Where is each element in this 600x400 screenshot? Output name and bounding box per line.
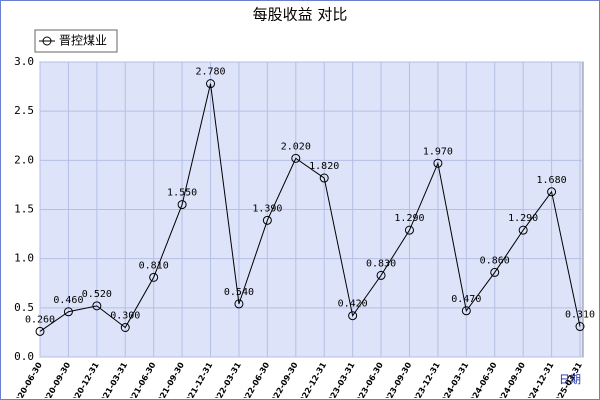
data-label: 0.310: [565, 310, 595, 321]
data-label: 0.830: [366, 258, 396, 269]
data-label: 0.520: [82, 289, 112, 300]
data-point: [35, 326, 45, 336]
data-point: [404, 225, 414, 235]
data-label: 2.020: [281, 141, 311, 152]
data-label: 1.680: [537, 175, 567, 186]
y-tick-label: 3.0: [14, 55, 34, 68]
data-label: 0.420: [338, 299, 368, 310]
data-point: [518, 225, 528, 235]
data-point: [262, 215, 272, 225]
data-point: [234, 299, 244, 309]
data-point: [291, 153, 301, 163]
data-point: [149, 272, 159, 282]
data-point: [376, 270, 386, 280]
data-label: 0.460: [53, 295, 83, 306]
data-point: [547, 187, 557, 197]
data-point: [120, 323, 130, 332]
legend-box: [34, 29, 118, 53]
series-line: [39, 83, 581, 332]
chart-title: 每股收益 对比: [253, 6, 348, 24]
data-point: [490, 267, 500, 277]
y-tick-label: 1.0: [14, 252, 34, 265]
y-tick-label: 0.0: [14, 350, 34, 363]
data-label: 0.260: [25, 314, 55, 325]
data-point: [575, 322, 585, 332]
y-tick-label: 0.5: [14, 301, 34, 314]
legend-marker: [42, 36, 52, 46]
x-axis-label: 日期: [559, 373, 581, 386]
legend-label: 晋控煤业: [59, 34, 107, 48]
y-tick-label: 2.5: [14, 104, 34, 117]
data-label: 2.780: [195, 67, 225, 78]
data-label: 1.390: [252, 203, 282, 214]
data-point: [348, 311, 358, 321]
data-point: [92, 301, 102, 311]
data-point: [461, 306, 471, 316]
data-label: 1.290: [394, 213, 424, 224]
y-tick-label: 2.0: [14, 153, 34, 166]
data-label: 0.810: [139, 260, 169, 271]
data-label: 1.550: [167, 188, 197, 199]
data-label: 1.970: [423, 146, 453, 157]
data-label: 0.470: [451, 294, 481, 305]
y-tick-label: 1.5: [14, 203, 34, 216]
data-point: [206, 79, 216, 89]
data-label: 0.540: [224, 287, 254, 298]
data-label: 1.290: [508, 213, 538, 224]
data-label: 0.860: [480, 255, 510, 266]
data-point: [433, 158, 443, 168]
data-point: [177, 200, 187, 210]
data-label: 1.820: [309, 161, 339, 172]
data-point: [319, 173, 329, 183]
data-label: 0.300: [110, 311, 140, 322]
data-point: [63, 307, 73, 317]
